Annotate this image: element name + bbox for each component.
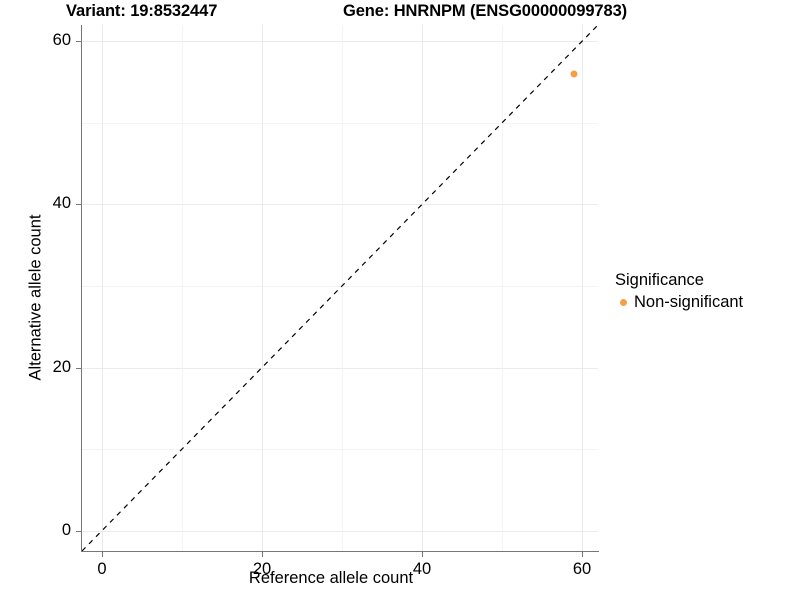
x-axis-tick-label: 0 (97, 560, 107, 578)
y-axis-tick (76, 530, 81, 532)
y-axis-tick-label: 40 (52, 194, 71, 213)
legend-entry[interactable]: Non-significant (615, 292, 795, 312)
legend-marker-circle-icon (615, 294, 632, 311)
x-axis-line (81, 551, 599, 552)
legend: Significance Non-significant (615, 271, 795, 312)
gridline-vertical-minor (182, 25, 183, 551)
legend-entries: Non-significant (615, 292, 795, 312)
gridline-horizontal-minor (82, 449, 598, 451)
y-axis-tick-label: 20 (52, 357, 71, 376)
x-axis-tick (102, 552, 103, 557)
gridline-horizontal-minor (82, 122, 598, 124)
x-axis-tick-label: 20 (252, 560, 272, 578)
gridline-horizontal-major (82, 530, 598, 532)
gridline-horizontal-major (82, 204, 598, 206)
gridline-vertical-major (102, 25, 103, 551)
plot-panel (81, 24, 599, 552)
y-axis-tick (76, 204, 81, 206)
x-axis-tick (262, 552, 263, 557)
gridline-vertical-major (262, 25, 263, 551)
y-axis-tick (76, 41, 81, 43)
chart-title-row: Variant: 19:8532447 Gene: HNRNPM (ENSG00… (0, 2, 800, 26)
y-axis-tick-label: 0 (61, 520, 71, 539)
x-axis-title: Reference allele count (248, 569, 414, 587)
x-axis-tick (422, 552, 423, 557)
gridline-vertical-minor (342, 25, 343, 551)
data-point[interactable] (570, 70, 578, 78)
y-axis-tick (76, 367, 81, 369)
gridline-vertical-major (422, 25, 423, 551)
gridline-horizontal-major (82, 367, 598, 369)
y-axis-line (81, 25, 82, 552)
gridline-vertical-major (582, 25, 583, 551)
x-axis-tick-label: 60 (572, 560, 592, 578)
legend-title: Significance (615, 271, 704, 289)
gridline-horizontal-major (82, 41, 598, 43)
variant-title: Variant: 19:8532447 (66, 2, 218, 20)
gridline-horizontal-minor (82, 285, 598, 287)
x-axis-tick (582, 552, 583, 557)
gridline-vertical-minor (502, 25, 503, 551)
legend-entry-label: Non-significant (634, 292, 744, 311)
diagonal-reference-line (81, 24, 599, 552)
x-axis-tick-label: 40 (412, 560, 432, 578)
y-axis-title: Alternative allele count (26, 214, 45, 381)
gene-title: Gene: HNRNPM (ENSG00000099783) (343, 2, 628, 20)
y-axis-tick-label: 60 (52, 31, 71, 50)
